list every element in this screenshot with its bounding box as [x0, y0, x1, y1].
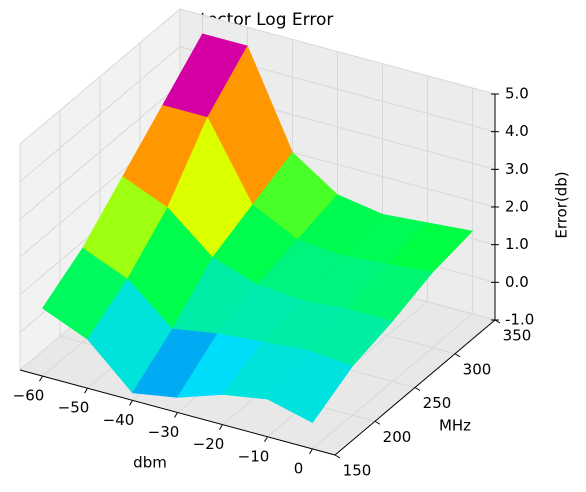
- x-tick: [129, 400, 133, 406]
- y-tick-label: 200: [383, 428, 412, 446]
- y-axis-label: MHz: [439, 417, 471, 435]
- x-tick-label: −50: [58, 399, 90, 417]
- z-tick-label: 4.0: [505, 122, 529, 140]
- z-tick-label: 5.0: [505, 85, 529, 103]
- surface-patch: [267, 349, 353, 423]
- y-tick: [454, 353, 461, 358]
- axis-line: [19, 369, 336, 456]
- x-tick: [39, 375, 43, 382]
- z-tick-label: 3.0: [505, 160, 529, 178]
- x-tick-label: 0: [294, 459, 304, 477]
- x-tick: [264, 436, 268, 443]
- grid-line: [19, 46, 181, 183]
- z-tick-label: -1.0: [505, 311, 534, 329]
- y-tick: [334, 454, 341, 459]
- y-tick-label: 150: [343, 462, 372, 480]
- x-tick-label: −10: [238, 447, 270, 465]
- axis-line: [334, 319, 496, 456]
- x-tick-label: −30: [148, 423, 180, 441]
- z-tick-label: 2.0: [505, 198, 529, 216]
- x-tick-label: −20: [193, 435, 225, 453]
- y-tick: [374, 420, 381, 425]
- x-tick: [84, 387, 88, 394]
- grid-line: [179, 8, 496, 95]
- x-tick: [219, 424, 223, 430]
- y-tick-label: 350: [503, 327, 532, 345]
- y-tick-label: 250: [423, 394, 452, 412]
- x-tick-label: −60: [13, 387, 45, 405]
- y-tick-label: 300: [463, 360, 492, 378]
- x-tick: [174, 412, 178, 418]
- z-axis-label: Error(db): [553, 171, 571, 238]
- x-tick-label: −40: [103, 411, 135, 429]
- grid-line: [19, 83, 181, 220]
- x-axis-label: dbm: [133, 454, 167, 472]
- z-tick-label: 1.0: [505, 235, 529, 253]
- x-tick: [309, 448, 313, 455]
- grid-line: [19, 8, 181, 145]
- z-tick-label: 0.0: [505, 273, 529, 291]
- y-tick: [414, 387, 421, 391]
